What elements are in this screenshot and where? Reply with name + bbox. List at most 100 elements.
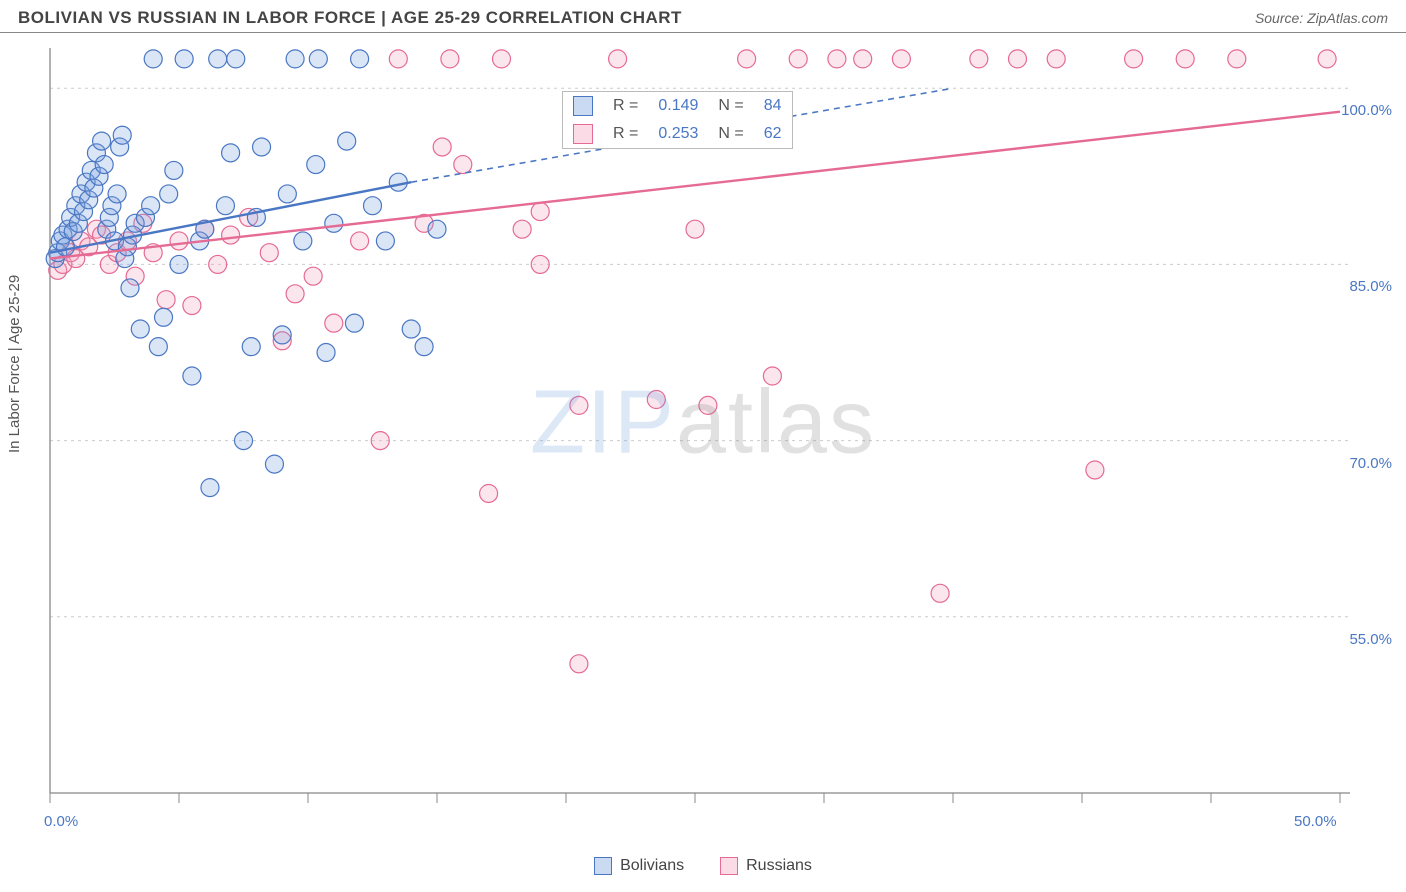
russians-point — [222, 226, 240, 244]
legend-item-russians: Russians — [720, 857, 812, 874]
bolivians-point — [222, 144, 240, 162]
bolivians-point — [389, 173, 407, 191]
bolivians-point — [144, 50, 162, 68]
russians-point — [970, 50, 988, 68]
bolivians-point — [93, 132, 111, 150]
russians-point — [699, 396, 717, 414]
bolivians-point — [209, 50, 227, 68]
bolivians-point — [216, 197, 234, 215]
russians-point — [854, 50, 872, 68]
bolivians-point — [121, 279, 139, 297]
bolivians-point — [376, 232, 394, 250]
bolivians-point — [149, 338, 167, 356]
bolivians-point — [338, 132, 356, 150]
russians-point — [1086, 461, 1104, 479]
bolivians-point — [325, 214, 343, 232]
russians-point — [531, 203, 549, 221]
russians-point — [513, 220, 531, 238]
russians-point — [789, 50, 807, 68]
bolivians-point — [351, 50, 369, 68]
bolivians-point — [286, 50, 304, 68]
russians-point — [480, 484, 498, 502]
russians-point — [304, 267, 322, 285]
russians-point — [170, 232, 188, 250]
russians-point — [1009, 50, 1027, 68]
bolivians-point — [428, 220, 446, 238]
russians-point — [686, 220, 704, 238]
russians-point — [1047, 50, 1065, 68]
bolivians-point — [364, 197, 382, 215]
bolivians-point — [273, 326, 291, 344]
bolivians-point — [415, 338, 433, 356]
bolivians-point — [142, 197, 160, 215]
chart-title: BOLIVIAN VS RUSSIAN IN LABOR FORCE | AGE… — [18, 8, 682, 28]
russians-point — [454, 156, 472, 174]
bolivians-point — [294, 232, 312, 250]
russians-point — [371, 432, 389, 450]
bolivians-point — [95, 156, 113, 174]
russians-point — [931, 584, 949, 602]
bolivians-point — [165, 161, 183, 179]
russians-point — [647, 391, 665, 409]
bolivians-point — [345, 314, 363, 332]
bolivians-point — [265, 455, 283, 473]
bolivians-point — [227, 50, 245, 68]
russians-point — [286, 285, 304, 303]
bolivians-point — [402, 320, 420, 338]
russians-point — [1125, 50, 1143, 68]
bolivians-point — [183, 367, 201, 385]
bolivians-point — [108, 185, 126, 203]
y-tick-label: 100.0% — [1341, 102, 1392, 119]
bolivians-point — [253, 138, 271, 156]
y-tick-label: 55.0% — [1349, 631, 1392, 648]
russians-point — [209, 255, 227, 273]
bolivians-point — [113, 126, 131, 144]
legend-item-bolivians: Bolivians — [594, 857, 684, 874]
russians-point — [763, 367, 781, 385]
russians-point — [433, 138, 451, 156]
russians-point — [493, 50, 511, 68]
russians-point — [570, 655, 588, 673]
bolivians-point — [175, 50, 193, 68]
correlation-legend: R =0.149N =84R =0.253N =62 — [562, 91, 793, 149]
russians-point — [1228, 50, 1246, 68]
russians-point — [738, 50, 756, 68]
bolivians-point — [235, 432, 253, 450]
russians-point — [609, 50, 627, 68]
russians-point — [892, 50, 910, 68]
bolivians-point — [317, 344, 335, 362]
x-tick-label: 50.0% — [1294, 813, 1337, 830]
chart-area: In Labor Force | Age 25-29 ZIPatlas R =0… — [0, 33, 1406, 881]
x-tick-label: 0.0% — [44, 813, 78, 830]
bolivians-point — [160, 185, 178, 203]
russians-point — [325, 314, 343, 332]
series-legend: Bolivians Russians — [0, 857, 1406, 875]
chart-source: Source: ZipAtlas.com — [1255, 10, 1388, 26]
y-tick-label: 85.0% — [1349, 278, 1392, 295]
bolivians-point — [242, 338, 260, 356]
scatter-plot — [0, 33, 1406, 843]
bolivians-point — [131, 320, 149, 338]
bolivians-point — [155, 308, 173, 326]
russians-point — [260, 244, 278, 262]
legend-row-bolivians: R =0.149N =84 — [563, 92, 792, 120]
russians-point — [828, 50, 846, 68]
chart-header: BOLIVIAN VS RUSSIAN IN LABOR FORCE | AGE… — [0, 0, 1406, 33]
bolivians-point — [201, 479, 219, 497]
y-tick-label: 70.0% — [1349, 455, 1392, 472]
russians-point — [441, 50, 459, 68]
russians-point — [183, 297, 201, 315]
russians-point — [1318, 50, 1336, 68]
russians-point — [389, 50, 407, 68]
bolivians-point — [170, 255, 188, 273]
bolivians-point — [278, 185, 296, 203]
russians-point — [157, 291, 175, 309]
russians-point — [1176, 50, 1194, 68]
bolivians-point — [307, 156, 325, 174]
bolivians-point — [309, 50, 327, 68]
y-axis-label: In Labor Force | Age 25-29 — [6, 275, 23, 453]
russians-point — [570, 396, 588, 414]
russians-point — [531, 255, 549, 273]
legend-row-russians: R =0.253N =62 — [563, 120, 792, 148]
russians-point — [351, 232, 369, 250]
